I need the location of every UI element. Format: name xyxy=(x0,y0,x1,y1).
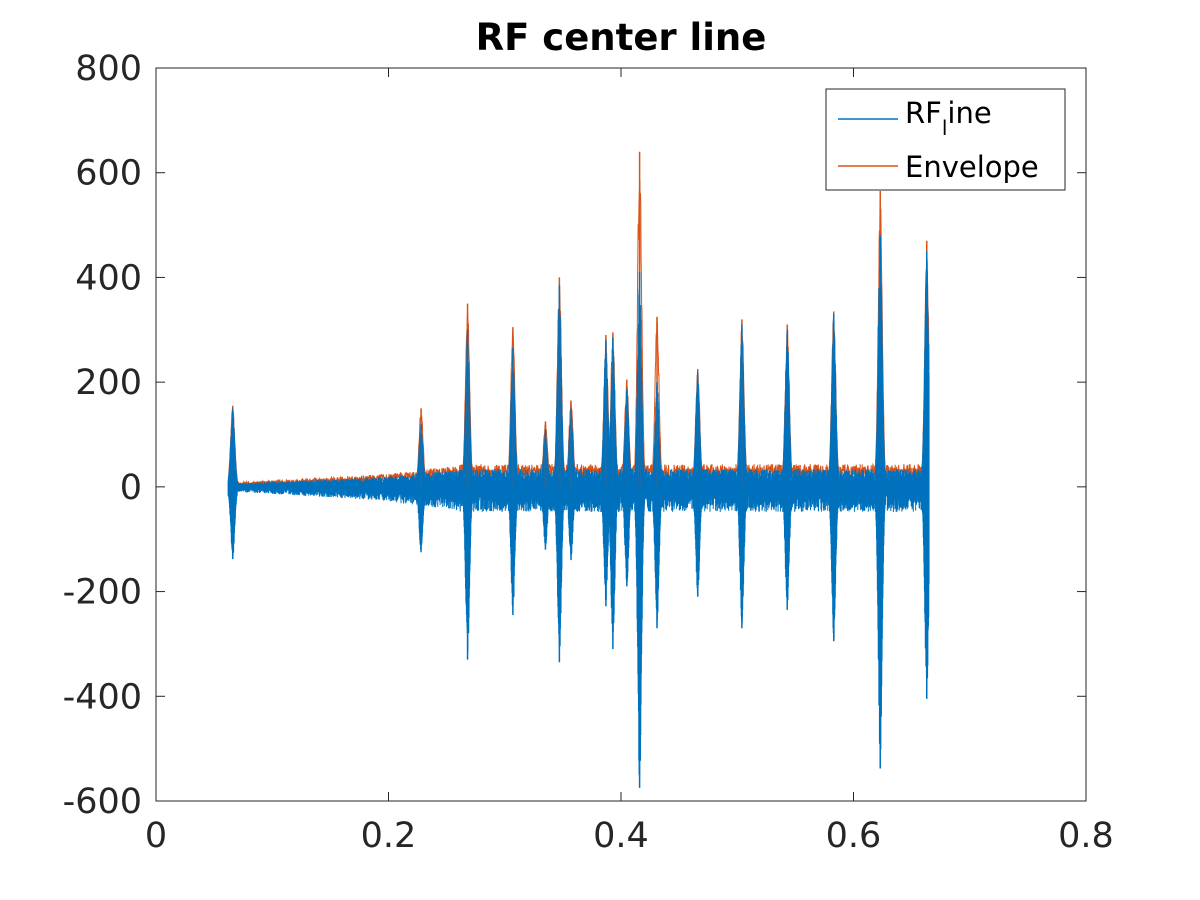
y-tick-label: 200 xyxy=(75,363,142,403)
y-tick-label: 0 xyxy=(120,468,142,508)
y-tick-label: -200 xyxy=(63,573,142,613)
tick-layer: 0 0.2 0.4 0.6 0.8 -600 -400 -200 0 200 400 600 800 xyxy=(63,49,1114,856)
legend-box xyxy=(825,88,1066,191)
chart-title: RF center line xyxy=(476,16,767,59)
x-tick-label: 0.6 xyxy=(826,816,882,856)
legend-rf-rest: ine xyxy=(947,96,991,130)
series-layer xyxy=(227,151,930,788)
y-tick-label: 400 xyxy=(75,258,142,298)
legend-rf-main: RF xyxy=(905,96,942,130)
x-tick-label: 0.2 xyxy=(361,816,417,856)
legend: RFline Envelope xyxy=(825,88,1066,191)
y-tick-label: 800 xyxy=(75,49,142,89)
legend-rf-subscript: l xyxy=(942,116,948,140)
legend-label-envelope: Envelope xyxy=(905,150,1039,184)
x-tick-label: 0.8 xyxy=(1058,816,1114,856)
y-tick-label: -600 xyxy=(63,782,142,822)
y-tick-label: 600 xyxy=(75,154,142,194)
y-tick-label: -400 xyxy=(63,677,142,717)
legend-label-rf-line: RFline xyxy=(905,96,992,140)
series-rf-line xyxy=(227,239,930,781)
x-tick-label: 0 xyxy=(145,816,167,856)
x-tick-label: 0.4 xyxy=(593,816,649,856)
